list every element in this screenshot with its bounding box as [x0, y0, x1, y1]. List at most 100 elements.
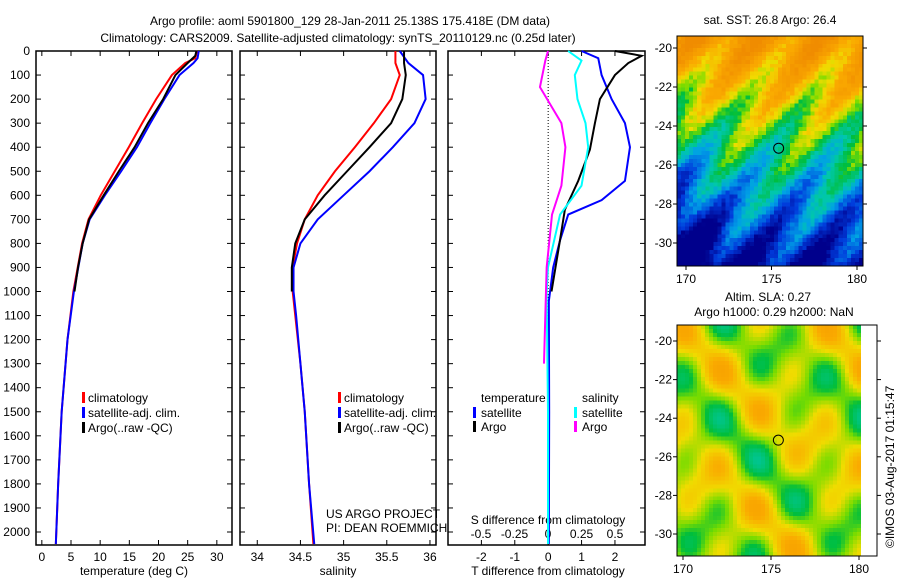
sal-xlabel: salinity: [320, 564, 357, 578]
legend-swatch: [473, 421, 476, 432]
lat-tick-label: -24: [655, 411, 673, 425]
series-satellite-adj-clim-: [292, 50, 427, 545]
depth-tick-label: 2000: [3, 525, 30, 539]
figure-subtitle: Climatology: CARS2009. Satellite-adjuste…: [100, 31, 575, 45]
temp-xlabel: temperature (deg C): [80, 564, 188, 578]
x-tick-label: 0: [545, 550, 552, 564]
legend-satellite: satellite-adj. clim.: [344, 406, 436, 420]
series-climatology: [54, 50, 198, 545]
figure-title: Argo profile: aoml 5901800_129 28-Jan-20…: [150, 14, 550, 28]
depth-tick-label: 1700: [3, 453, 30, 467]
series-argo-raw-qc-: [290, 51, 407, 292]
s-diff-tick-label: 0.25: [570, 527, 594, 541]
depth-tick-label: 1000: [3, 285, 30, 299]
depth-tick-label: 800: [10, 236, 30, 250]
argo-location-marker: [772, 434, 784, 446]
lat-tick-label: -30: [655, 236, 673, 250]
depth-tick-label: 1200: [3, 333, 30, 347]
legend-swatch: [574, 407, 577, 418]
x-tick-label: -1: [509, 550, 520, 564]
x-tick-label: 20: [152, 550, 166, 564]
x-tick-label: 1: [578, 550, 585, 564]
x-tick-label: 35: [337, 550, 351, 564]
x-tick-label: 15: [123, 550, 137, 564]
lon-tick-label: 175: [761, 272, 781, 286]
depth-tick-label: 1800: [3, 477, 30, 491]
x-tick-label: 25: [181, 550, 195, 564]
map-frame: [676, 35, 864, 267]
lat-tick-label: -28: [655, 197, 673, 211]
x-tick-label: 10: [93, 550, 107, 564]
s-diff-tick-label: 0.5: [607, 527, 624, 541]
legend-t-argo: Argo: [481, 420, 507, 434]
legend-swatch: [338, 422, 341, 433]
sla-map: [677, 325, 861, 556]
lon-tick-label: 175: [761, 562, 781, 576]
sla-map-title: Altim. SLA: 0.27: [725, 290, 811, 304]
panel-frame: [35, 50, 233, 546]
depth-tick-label: 900: [10, 260, 30, 274]
legend-swatch: [82, 407, 85, 418]
series-satellite-adj-clim-: [54, 50, 200, 545]
sla-map-subtitle: Argo h1000: 0.29 h2000: NaN: [694, 305, 853, 319]
lat-tick-label: -20: [655, 334, 673, 348]
legend-swatch: [82, 422, 85, 433]
legend-climatology: climatology: [88, 391, 148, 405]
depth-tick-label: 1400: [3, 381, 30, 395]
legend-satellite: satellite-adj. clim.: [88, 406, 180, 420]
series-argo-raw-qc-: [73, 50, 198, 292]
series-t-satellite: [547, 50, 631, 545]
legend-salinity-title: salinity: [582, 391, 619, 405]
x-tick-label: 34.5: [289, 550, 313, 564]
x-tick-label: -2: [476, 550, 487, 564]
depth-tick-label: 1100: [4, 309, 30, 323]
legend-argo: Argo(..raw -QC): [344, 421, 429, 435]
legend-argo: Argo(..raw -QC): [88, 421, 173, 435]
lat-tick-label: -20: [655, 41, 673, 55]
depth-tick-label: 1900: [3, 501, 30, 515]
lat-tick-label: -26: [655, 158, 673, 172]
x-tick-label: 2: [612, 550, 619, 564]
x-tick-label: 36: [423, 550, 437, 564]
legend-swatch: [338, 407, 341, 418]
depth-tick-label: 1500: [3, 405, 30, 419]
panel-frame: [239, 50, 437, 546]
depth-tick-label: 200: [10, 92, 30, 106]
s-diff-tick-label: -0.5: [471, 527, 492, 541]
lat-tick-label: -30: [655, 527, 673, 541]
series-s-argo: [538, 50, 567, 364]
depth-tick-label: 0: [23, 44, 30, 58]
legend-swatch: [82, 392, 85, 403]
argo-location-marker: [773, 142, 785, 154]
map-frame: [676, 324, 878, 557]
sst-map: [677, 36, 863, 266]
s-diff-tick-label: -0.25: [501, 527, 529, 541]
legend-t-satellite: satellite: [481, 406, 522, 420]
depth-tick-label: 600: [10, 188, 30, 202]
depth-tick-label: 1600: [3, 429, 30, 443]
legend-swatch: [574, 421, 577, 432]
lon-tick-label: 180: [849, 562, 869, 576]
lat-tick-label: -28: [655, 488, 673, 502]
legend-swatch: [473, 407, 476, 418]
lon-tick-label: 180: [847, 272, 867, 286]
legend-climatology: climatology: [344, 391, 404, 405]
depth-tick-label: 1300: [3, 357, 30, 371]
sst-map-title: sat. SST: 26.8 Argo: 26.4: [704, 13, 837, 27]
series-t-argo: [550, 50, 645, 292]
lat-tick-label: -22: [655, 373, 673, 387]
lat-tick-label: -24: [655, 119, 673, 133]
legend-s-argo: Argo: [582, 420, 608, 434]
x-tick-label: 34: [251, 550, 265, 564]
series-s-satellite: [545, 50, 590, 545]
legend-swatch: [338, 392, 341, 403]
x-tick-label: 35.5: [375, 550, 399, 564]
timestamp: ©IMOS 03-Aug-2017 01:15:47: [883, 385, 897, 548]
x-tick-label: 5: [68, 550, 75, 564]
credit-project: US ARGO PROJECT: [326, 507, 441, 521]
depth-tick-label: 500: [10, 164, 30, 178]
lon-tick-label: 170: [673, 562, 693, 576]
x-tick-label: 0: [38, 550, 45, 564]
depth-tick-label: 400: [10, 140, 30, 154]
